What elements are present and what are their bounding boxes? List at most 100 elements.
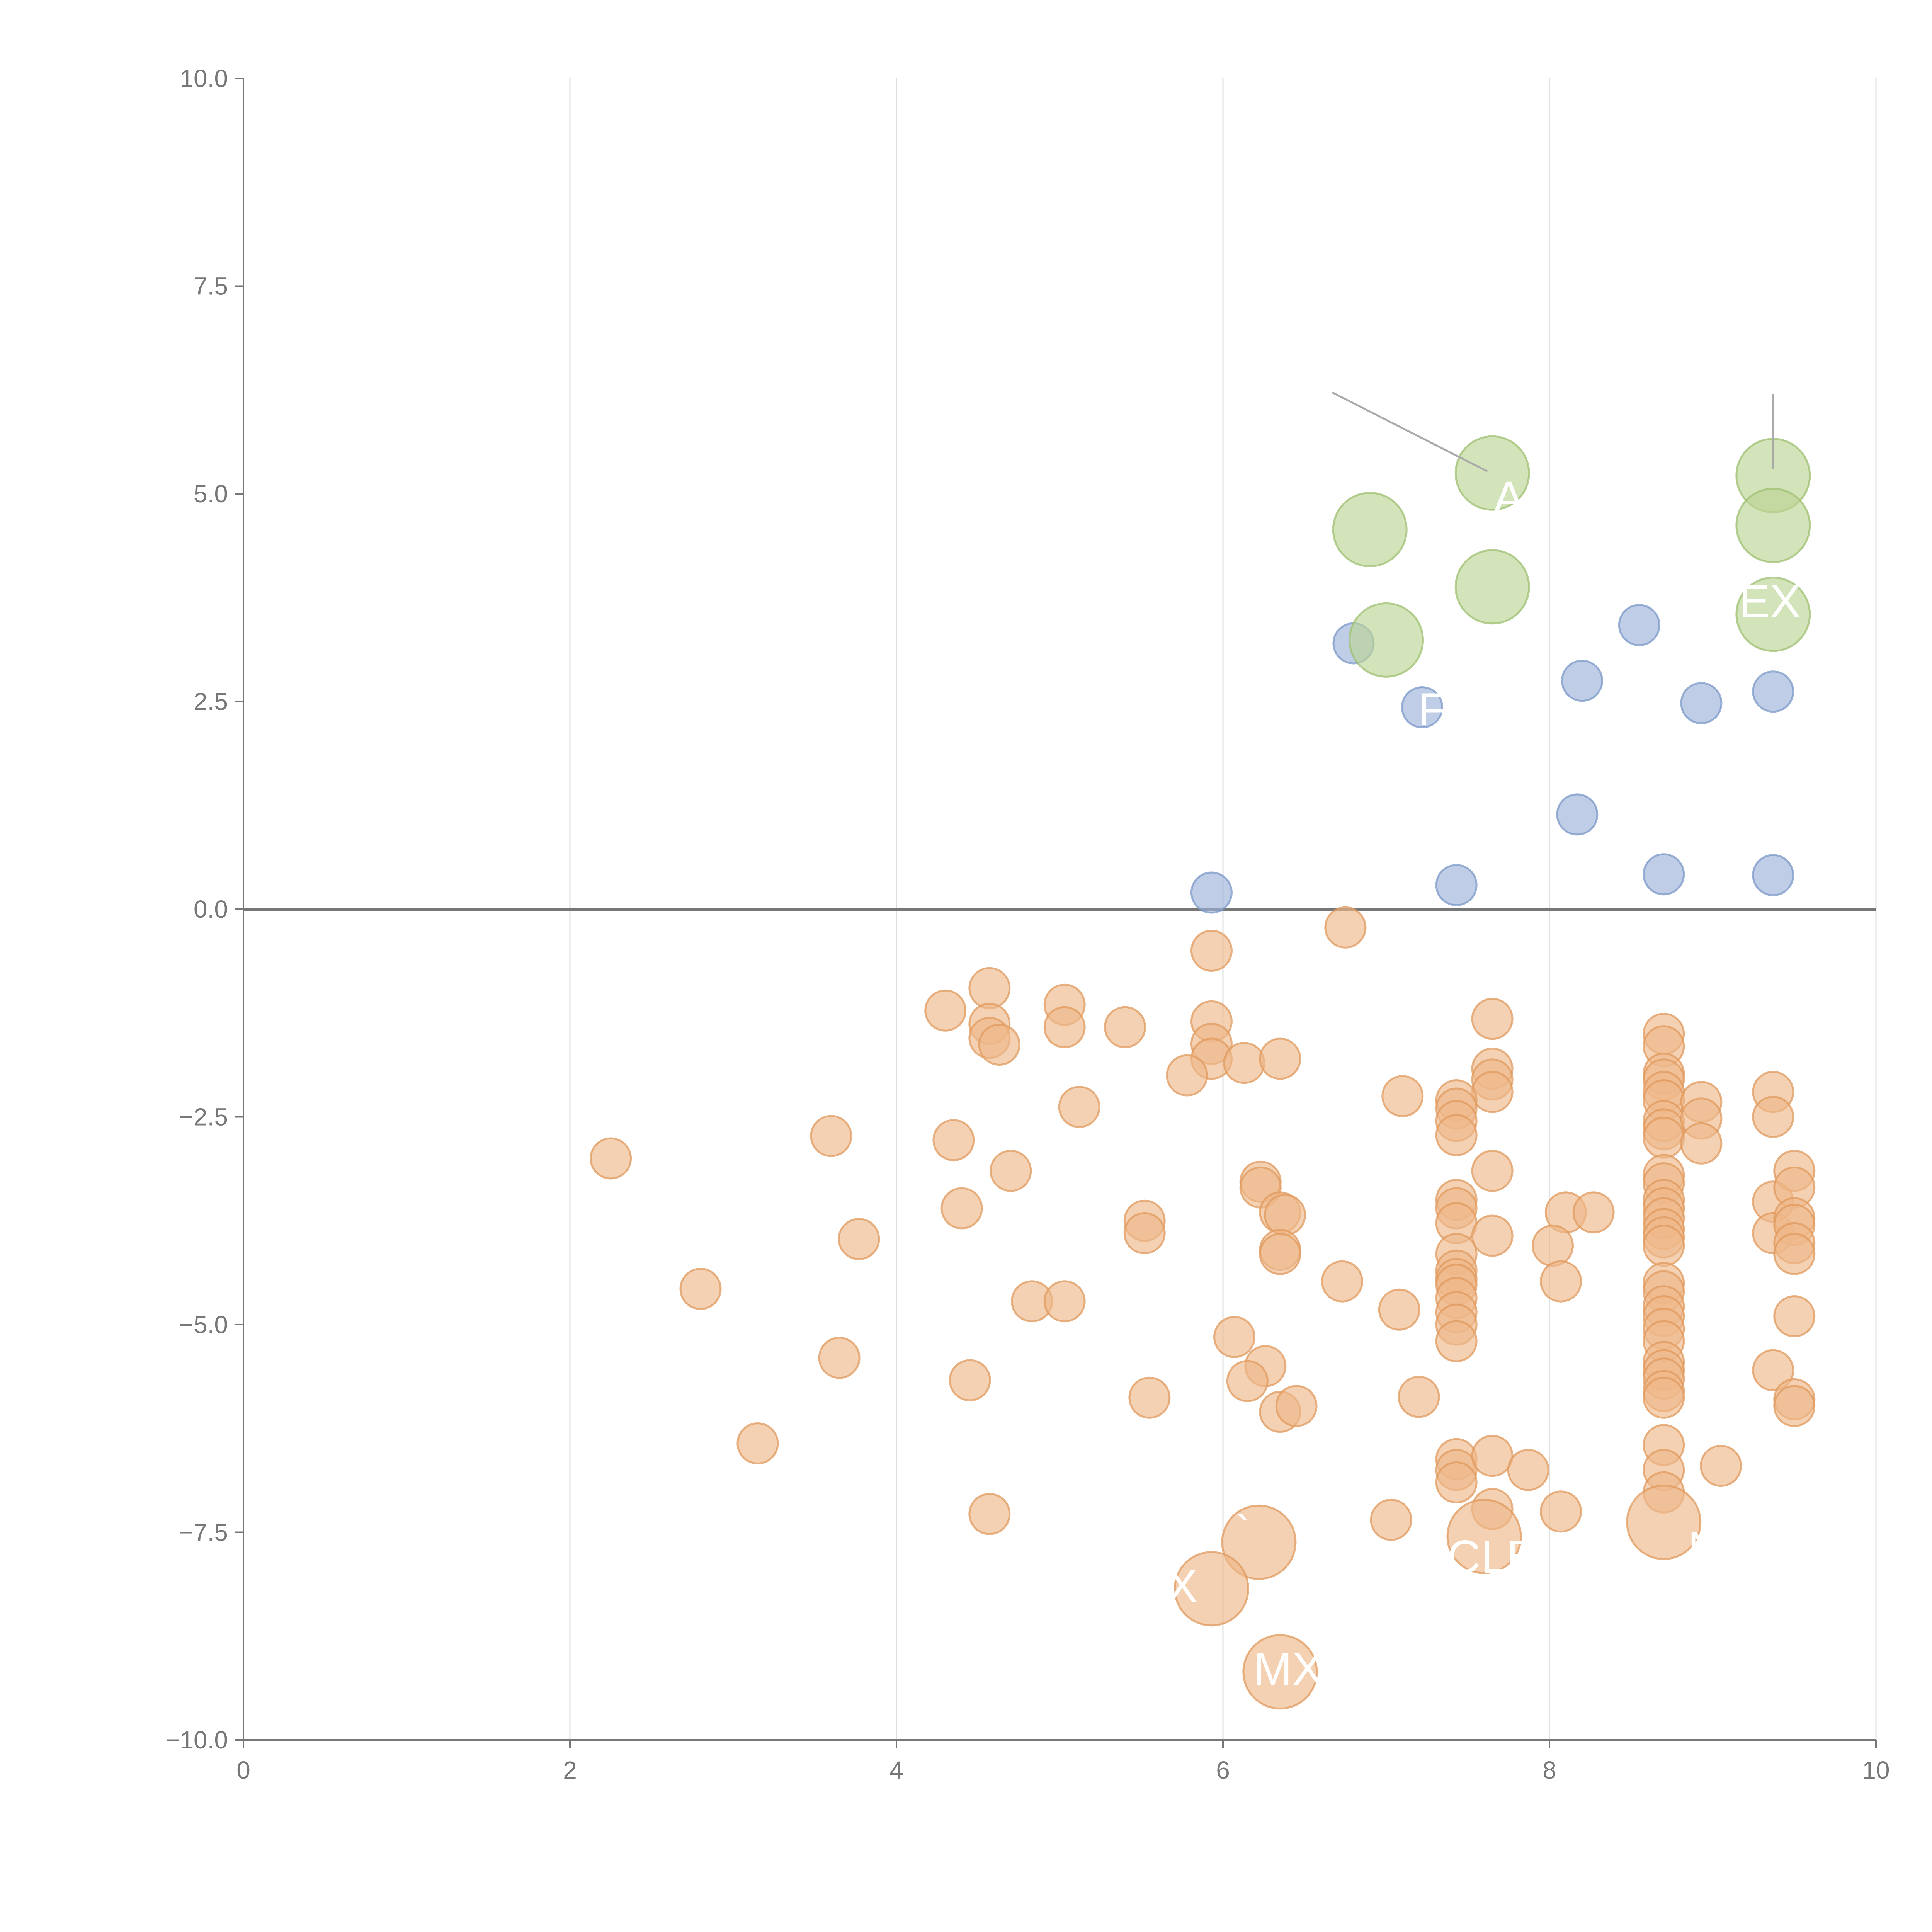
y-tick-label: −7.5 (179, 1519, 228, 1546)
orange-point (1259, 1233, 1301, 1275)
leader-lines (1332, 391, 1774, 473)
orange-point (1213, 1316, 1256, 1358)
point-label: MX (1253, 1643, 1323, 1695)
orange-point (1540, 1490, 1582, 1533)
orange-point (1226, 1360, 1269, 1402)
orange-point (810, 1115, 852, 1157)
orange-point (1398, 1376, 1440, 1418)
green-point (1349, 602, 1424, 678)
orange-point (1507, 1449, 1549, 1491)
blue-point (1556, 793, 1599, 836)
orange-point (1370, 1498, 1412, 1541)
x-tick-label: 4 (889, 1756, 903, 1784)
orange-point (940, 1187, 983, 1230)
point-label: X (1167, 1560, 1197, 1612)
orange-point (1104, 1006, 1146, 1048)
orange-point (736, 1422, 779, 1464)
orange-point (1700, 1445, 1742, 1487)
orange-large-point (1221, 1504, 1297, 1580)
orange-point (1471, 1071, 1514, 1113)
orange-point (1643, 1376, 1685, 1419)
orange-point (1572, 1191, 1615, 1234)
orange-point (1123, 1212, 1166, 1254)
orange-large-point (1173, 1551, 1249, 1627)
green-point (1332, 492, 1408, 567)
orange-point (932, 1119, 975, 1162)
orange-point (1381, 1075, 1424, 1117)
y-tick-label: −5.0 (179, 1311, 228, 1338)
orange-point (1321, 1260, 1363, 1303)
blue-point (1561, 660, 1603, 702)
y-tick-label: −2.5 (179, 1103, 228, 1131)
leader-line (1332, 391, 1488, 473)
orange-large-point (1626, 1485, 1702, 1560)
orange-point (1643, 1225, 1685, 1267)
orange-point (1259, 1037, 1301, 1080)
point-label: ` (1235, 1506, 1250, 1558)
y-tick-label: 2.5 (194, 688, 228, 716)
orange-point (1773, 1385, 1816, 1427)
orange-point (924, 989, 967, 1032)
orange-point (1190, 930, 1233, 972)
orange-point (838, 1218, 880, 1260)
orange-point (1223, 1042, 1265, 1084)
orange-point (1773, 1233, 1816, 1275)
orange-point (1435, 1461, 1478, 1503)
orange-point (1166, 1054, 1208, 1097)
x-tick-label: 0 (236, 1756, 250, 1784)
orange-point (1264, 1194, 1306, 1236)
y-tick-label: 5.0 (194, 480, 228, 508)
x-tick-label: 10 (1862, 1756, 1889, 1784)
blue-point (1435, 864, 1478, 906)
orange-point (1378, 1288, 1420, 1331)
orange-point (679, 1268, 722, 1310)
orange-point (1471, 1435, 1514, 1477)
data-points (590, 435, 1816, 1710)
green-point (1454, 435, 1530, 511)
point-label: A (1493, 472, 1524, 524)
orange-point (1752, 1349, 1794, 1391)
orange-point (949, 1359, 991, 1401)
axes: 0 2 4 6 8 10 10.0 7.5 5.0 2.5 0.0 −2.5 −5.0 −7.5 −10.0 (165, 65, 1890, 1784)
point-label: N (1688, 1523, 1721, 1575)
green-point (1735, 488, 1811, 563)
x-tick-label: 6 (1216, 1756, 1230, 1784)
orange-point (1435, 1114, 1478, 1156)
orange-point (1275, 1385, 1318, 1427)
orange-point (968, 967, 1011, 1009)
y-tick-label: 7.5 (194, 272, 228, 300)
orange-point (590, 1137, 632, 1180)
orange-point (1752, 1096, 1794, 1138)
orange-point (1043, 1280, 1086, 1323)
orange-point (978, 1023, 1020, 1066)
point-label: F (1418, 684, 1446, 735)
blue-point (1752, 854, 1794, 896)
orange-large-point (1446, 1498, 1522, 1574)
y-tick-label: 10.0 (180, 65, 228, 92)
blue-point (1752, 670, 1794, 713)
orange-point (818, 1337, 861, 1379)
orange-point (1531, 1225, 1574, 1267)
orange-point (1540, 1260, 1582, 1303)
x-tick-label: 2 (563, 1756, 577, 1784)
orange-point (1324, 906, 1367, 949)
green-point (1454, 549, 1530, 625)
blue-point (1190, 871, 1233, 914)
blue-point (1618, 604, 1660, 646)
point-labels: A EX F X MX N CLE ` (1167, 472, 1801, 1695)
green-point (1735, 577, 1811, 652)
orange-large-point (1242, 1634, 1318, 1710)
orange-point (968, 1493, 1011, 1535)
orange-point (1471, 1150, 1514, 1192)
orange-point (1043, 1006, 1086, 1048)
blue-point (1680, 682, 1723, 724)
point-label: CLE (1447, 1531, 1537, 1583)
blue-point (1643, 853, 1685, 896)
orange-point (1128, 1376, 1171, 1419)
x-tick-label: 8 (1543, 1756, 1556, 1784)
point-label: EX (1739, 576, 1801, 628)
y-tick-label: −10.0 (165, 1726, 228, 1754)
orange-point (1471, 1214, 1514, 1257)
orange-point (990, 1150, 1032, 1192)
